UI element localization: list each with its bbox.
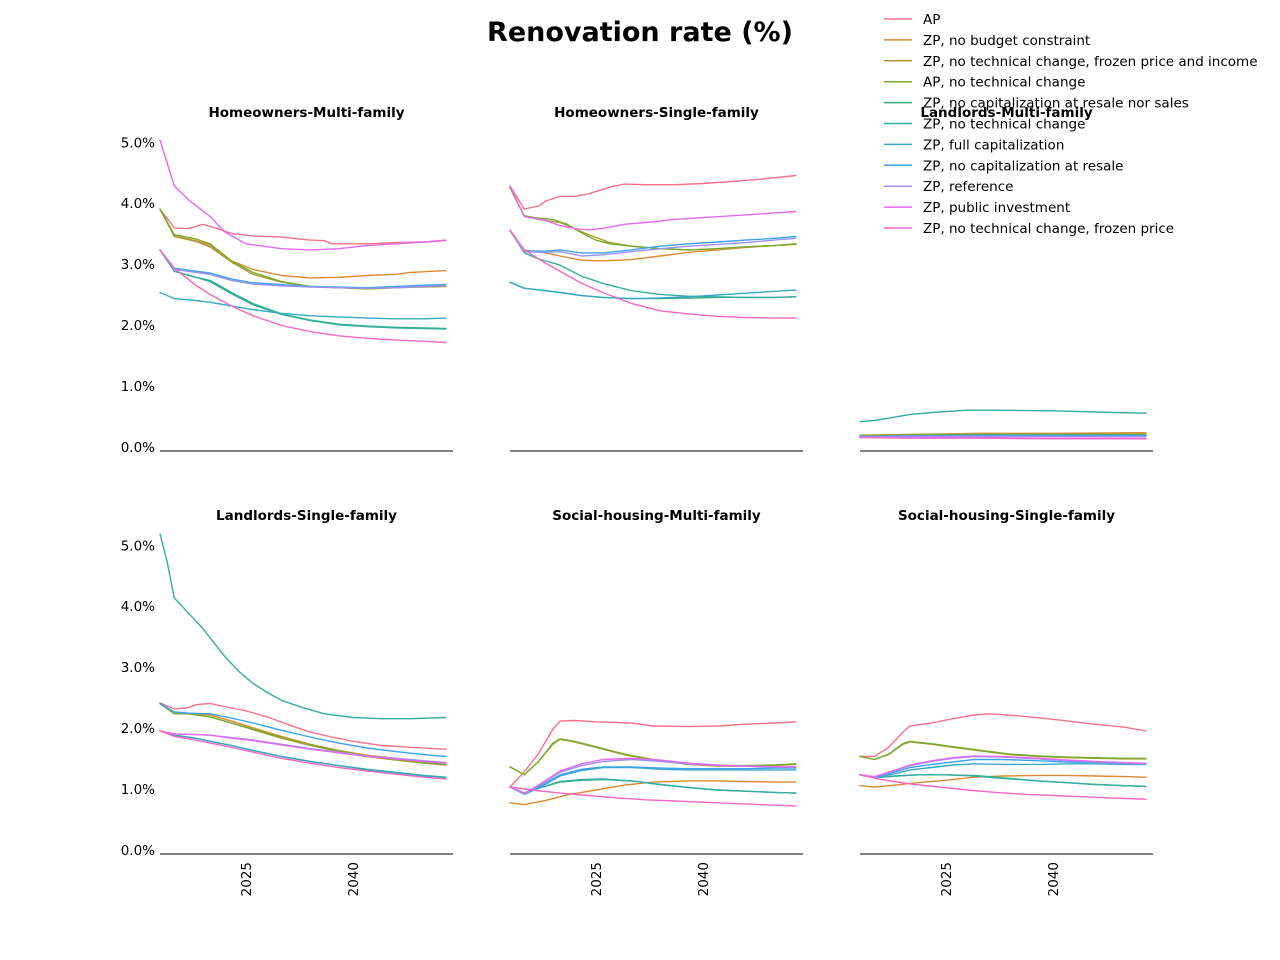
series-line-1: [509, 229, 797, 262]
y-tick-label: 3.0%: [121, 257, 155, 273]
y-tick-label: 4.0%: [121, 599, 155, 615]
legend-label: ZP, full capitalization: [923, 137, 1064, 153]
legend-entry: ZP, no technical change: [884, 117, 1085, 133]
panel-4: Social-housing-Multi-family 2025 2040: [509, 508, 803, 896]
series-line-7: [159, 249, 447, 289]
series-line-4: [159, 730, 447, 778]
legend-entry: ZP, no technical change, frozen price: [884, 221, 1174, 237]
series-line-3: [159, 702, 447, 766]
legend-entry: ZP, no budget constraint: [884, 33, 1090, 49]
series-line-6: [159, 291, 447, 320]
x-tick-label: 2025: [239, 862, 255, 896]
legend-label: AP: [923, 12, 940, 28]
series-line-0: [509, 719, 797, 788]
legend-entry: ZP, no capitalization at resale nor sale…: [884, 96, 1189, 112]
x-tick-label: 2040: [696, 862, 712, 896]
series-line-5: [509, 229, 797, 299]
series-line-5: [859, 774, 1147, 788]
series-line-6: [159, 730, 447, 779]
series-line-0: [509, 174, 797, 210]
panel-title: Landlords-Single-family: [216, 508, 397, 524]
series-line-10: [509, 786, 797, 807]
panels: Homeowners-Multi-family 0.0% 1.0% 2.0% 3.0% 4…: [121, 105, 1153, 896]
legend-label: ZP, no technical change, frozen price an…: [923, 54, 1258, 70]
series-line-0: [159, 208, 447, 245]
series-line-1: [509, 780, 797, 806]
series-line-0: [859, 713, 1147, 758]
legend-label: ZP, reference: [923, 179, 1013, 195]
panel-5: Social-housing-Single-family 2025 2040: [859, 508, 1153, 896]
legend-label: ZP, no technical change: [923, 117, 1085, 133]
x-tick-label: 2040: [346, 862, 362, 896]
y-tick-label: 5.0%: [121, 135, 155, 151]
series-line-10: [159, 730, 447, 780]
series-line-8: [859, 435, 1147, 438]
y-tick-label: 2.0%: [121, 318, 155, 334]
x-tick-label: 2025: [589, 862, 605, 896]
legend: AP ZP, no budget constraint ZP, no technic…: [884, 12, 1258, 237]
series-line-3: [509, 187, 797, 251]
panel-3: Landlords-Single-family 0.0% 1.0% 2.0% 3.0% 4…: [121, 508, 453, 896]
legend-label: ZP, no technical change, frozen price: [923, 221, 1174, 237]
series-line-3: [859, 740, 1147, 761]
figure-title: Renovation rate (%): [487, 17, 793, 48]
series-line-6: [509, 766, 797, 795]
legend-entry: ZP, no capitalization at resale: [884, 158, 1123, 174]
legend-label: AP, no technical change: [923, 75, 1085, 91]
series-line-6: [859, 763, 1147, 779]
panel-title: Landlords-Multi-family: [920, 105, 1093, 121]
legend-label: ZP, no budget constraint: [923, 33, 1090, 49]
y-tick-label: 1.0%: [121, 379, 155, 395]
series-line-8: [509, 758, 797, 795]
y-tick-label: 3.0%: [121, 660, 155, 676]
legend-entry: ZP, public investment: [884, 200, 1070, 216]
series-line-9: [509, 757, 797, 794]
series-line-8: [159, 249, 447, 289]
series-line-10: [859, 774, 1147, 800]
x-tick-label: 2040: [1046, 862, 1062, 896]
series-line-10: [859, 436, 1147, 440]
series-line-5: [159, 533, 447, 720]
series-line-7: [509, 229, 797, 254]
series-line-5: [859, 409, 1147, 423]
legend-entry: AP, no technical change: [884, 75, 1085, 91]
x-tick-label: 2025: [939, 862, 955, 896]
legend-label: ZP, public investment: [923, 200, 1070, 216]
panel-title: Social-housing-Single-family: [898, 508, 1115, 524]
legend-entry: ZP, full capitalization: [884, 137, 1064, 153]
legend-entry: ZP, no technical change, frozen price an…: [884, 54, 1258, 70]
series-line-5: [159, 249, 447, 330]
panel-title: Social-housing-Multi-family: [552, 508, 761, 524]
series-line-4: [509, 281, 797, 300]
series-line-9: [159, 139, 447, 251]
series-line-9: [859, 755, 1147, 778]
series-line-1: [159, 702, 447, 764]
y-tick-label: 2.0%: [121, 721, 155, 737]
y-tick-label: 0.0%: [121, 440, 155, 456]
series-line-10: [509, 229, 797, 319]
panel-2: Landlords-Multi-family: [859, 105, 1153, 452]
panel-title: Homeowners-Single-family: [554, 105, 759, 121]
series-line-10: [159, 249, 447, 344]
y-tick-label: 1.0%: [121, 782, 155, 798]
series-line-7: [509, 766, 797, 795]
series-line-9: [509, 185, 797, 231]
legend-label: ZP, no capitalization at resale: [923, 158, 1123, 174]
y-tick-label: 0.0%: [121, 843, 155, 859]
legend-label: ZP, no capitalization at resale nor sale…: [923, 96, 1189, 112]
series-line-0: [159, 702, 447, 750]
legend-entry: AP: [884, 12, 940, 28]
series-line-8: [509, 229, 797, 257]
panel-1: Homeowners-Single-family: [509, 105, 803, 452]
y-tick-label: 5.0%: [121, 538, 155, 554]
legend-entry: ZP, reference: [884, 179, 1013, 195]
series-line-6: [509, 281, 797, 300]
y-tick-label: 4.0%: [121, 196, 155, 212]
panel-0: Homeowners-Multi-family 0.0% 1.0% 2.0% 3.0% 4…: [121, 105, 453, 456]
series-line-7: [159, 702, 447, 758]
panel-title: Homeowners-Multi-family: [208, 105, 404, 121]
series-line-9: [159, 730, 447, 764]
